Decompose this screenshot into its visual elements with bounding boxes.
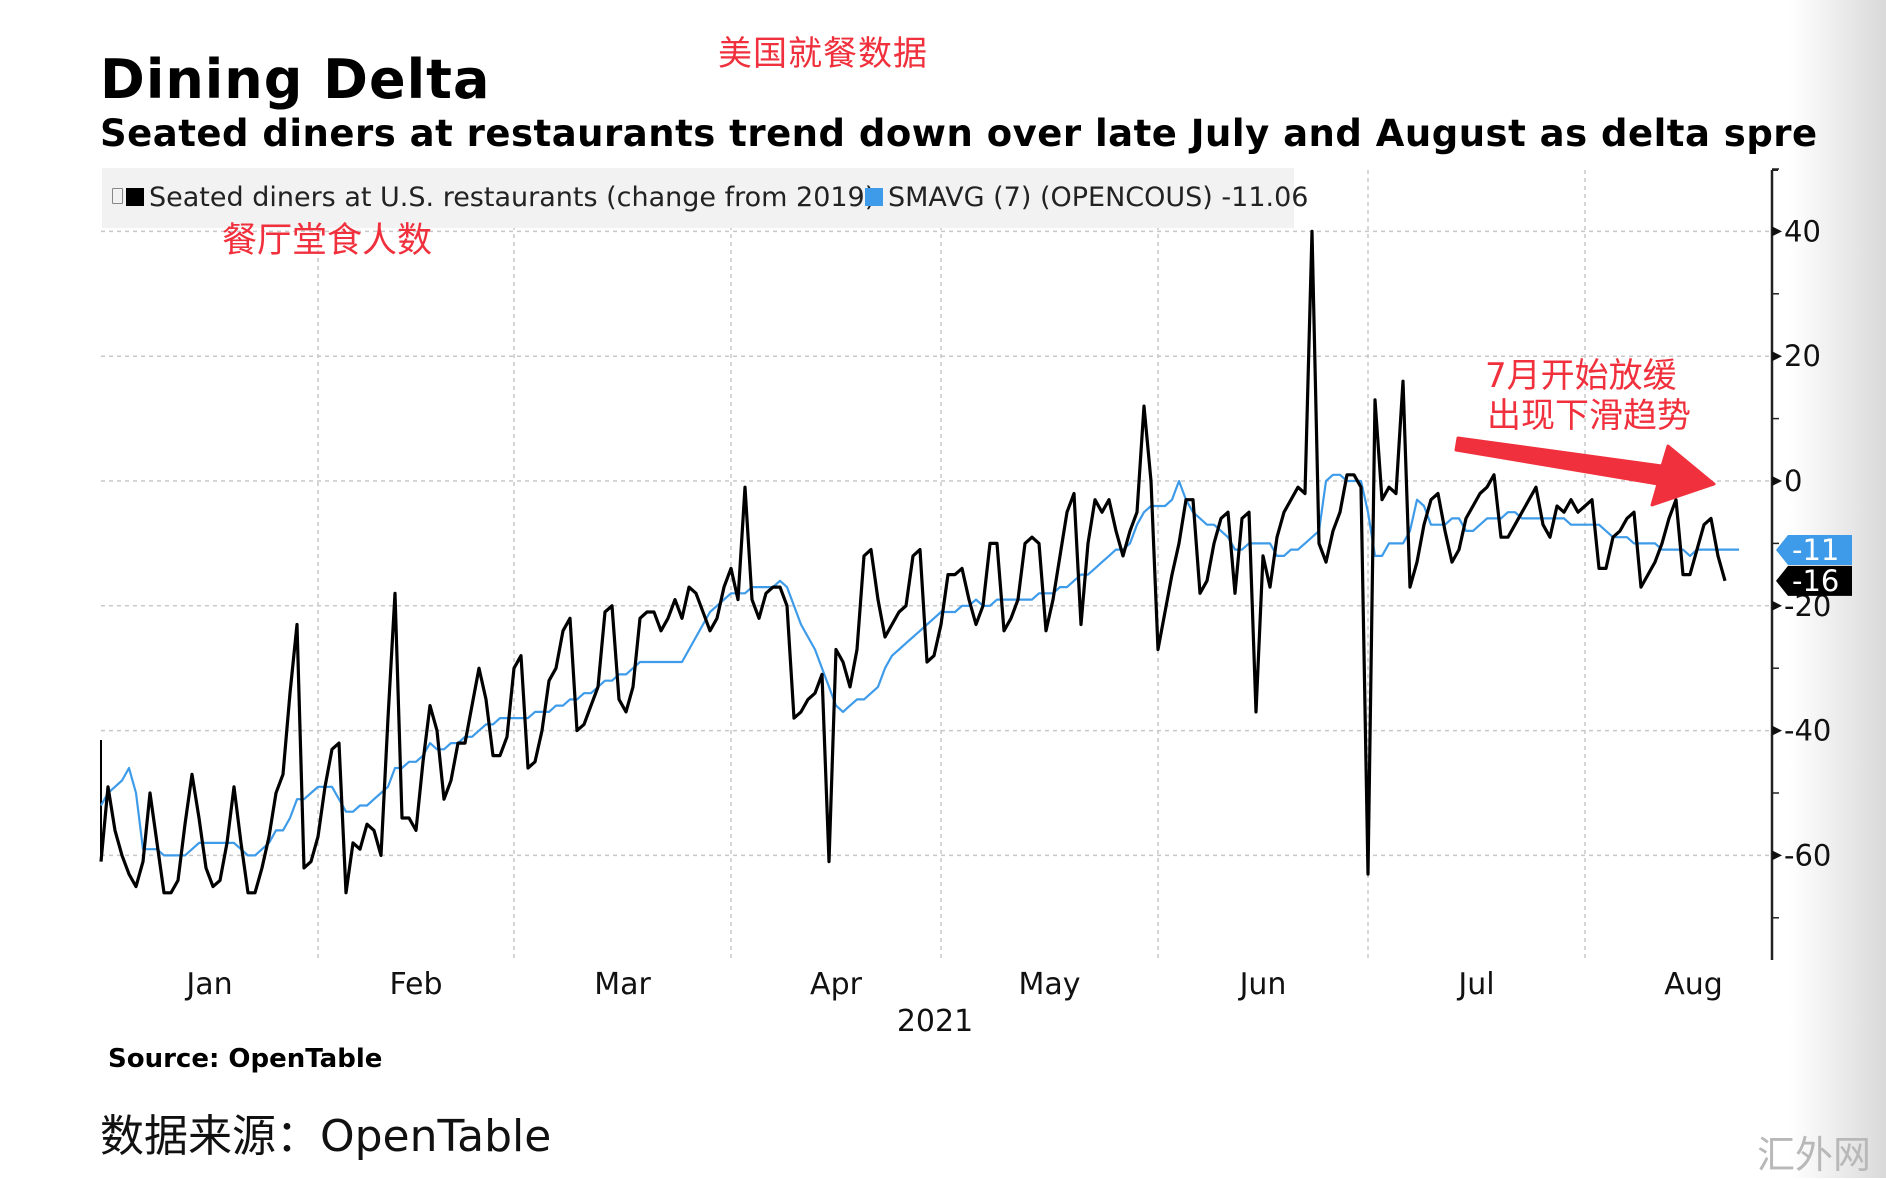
x-tick-label: Mar xyxy=(594,967,651,1002)
legend-label-smavg: SMAVG (7) (OPENCOUS) -11.06 xyxy=(888,182,1309,213)
source-label: Source: OpenTable xyxy=(108,1044,383,1074)
legend-swatch-smavg xyxy=(865,187,883,206)
cn-trend-note-line2: 出现下滑趋势 xyxy=(1487,396,1691,436)
cn-title-annotation: 美国就餐数据 xyxy=(718,34,928,74)
last-value-tag-series: -16 xyxy=(1776,564,1852,598)
x-tick-label: Aug xyxy=(1664,967,1723,1002)
last-value-tag-smavg: -11 xyxy=(1776,533,1852,567)
legend-item-smavg[interactable]: SMAVG (7) (OPENCOUS) -11.06 xyxy=(865,182,1308,213)
last-value-tag-smavg-bg xyxy=(1776,535,1852,566)
x-axis: Jan Feb Mar Apr May Jun Jul Aug 2021 xyxy=(184,967,1722,1039)
y-tick-label: 0 xyxy=(1784,464,1802,498)
x-tick-label: Jan xyxy=(184,967,232,1002)
x-year-label: 2021 xyxy=(897,1004,973,1039)
cn-legend-annotation: 餐厅堂食人数 xyxy=(222,221,433,261)
y-tick-marker xyxy=(1772,850,1782,861)
cn-trend-note: 7月开始放缓 出现下滑趋势 xyxy=(1485,356,1691,436)
pin-icon xyxy=(112,187,123,204)
cn-source-label: 数据来源：OpenTable xyxy=(100,1111,552,1162)
chart-subtitle: Seated diners at restaurants trend down … xyxy=(100,112,1818,155)
y-tick-marker xyxy=(1772,351,1782,362)
grid-lines xyxy=(100,170,1772,960)
watermark: 汇外网 xyxy=(1757,1133,1872,1177)
series-line-seated-diners xyxy=(99,229,1727,895)
x-tick-label: Jul xyxy=(1456,967,1494,1002)
series-line-smavg xyxy=(100,473,1739,857)
red-arrow-icon xyxy=(1454,436,1716,507)
legend: Seated diners at U.S. restaurants (chang… xyxy=(102,168,1308,228)
x-tick-label: Jun xyxy=(1238,967,1287,1002)
last-value-tag-series-bg xyxy=(1776,565,1852,596)
y-tick-label: 40 xyxy=(1784,214,1821,248)
trend-arrow-annotation xyxy=(1454,436,1716,507)
x-tick-label: Feb xyxy=(389,967,442,1002)
y-tick-label: 20 xyxy=(1784,339,1821,373)
x-tick-label: Apr xyxy=(810,967,863,1002)
chart-title: Dining Delta xyxy=(100,48,491,111)
y-tick-marker xyxy=(1772,600,1782,611)
series-lines xyxy=(99,229,1739,895)
y-tick-marker xyxy=(1772,725,1782,736)
legend-item-main[interactable]: Seated diners at U.S. restaurants (chang… xyxy=(112,182,875,213)
cn-trend-note-line1: 7月开始放缓 xyxy=(1485,356,1677,396)
legend-label-main: Seated diners at U.S. restaurants (chang… xyxy=(149,182,876,213)
y-tick-marker xyxy=(1772,476,1782,486)
x-tick-label: May xyxy=(1018,967,1080,1002)
last-value-tag-smavg-text: -11 xyxy=(1792,533,1839,567)
y-tick-label: -40 xyxy=(1784,714,1831,748)
legend-swatch-main xyxy=(126,187,144,206)
last-value-tag-series-text: -16 xyxy=(1792,564,1839,598)
y-tick-label: -60 xyxy=(1784,838,1831,872)
y-tick-marker xyxy=(1772,226,1782,237)
